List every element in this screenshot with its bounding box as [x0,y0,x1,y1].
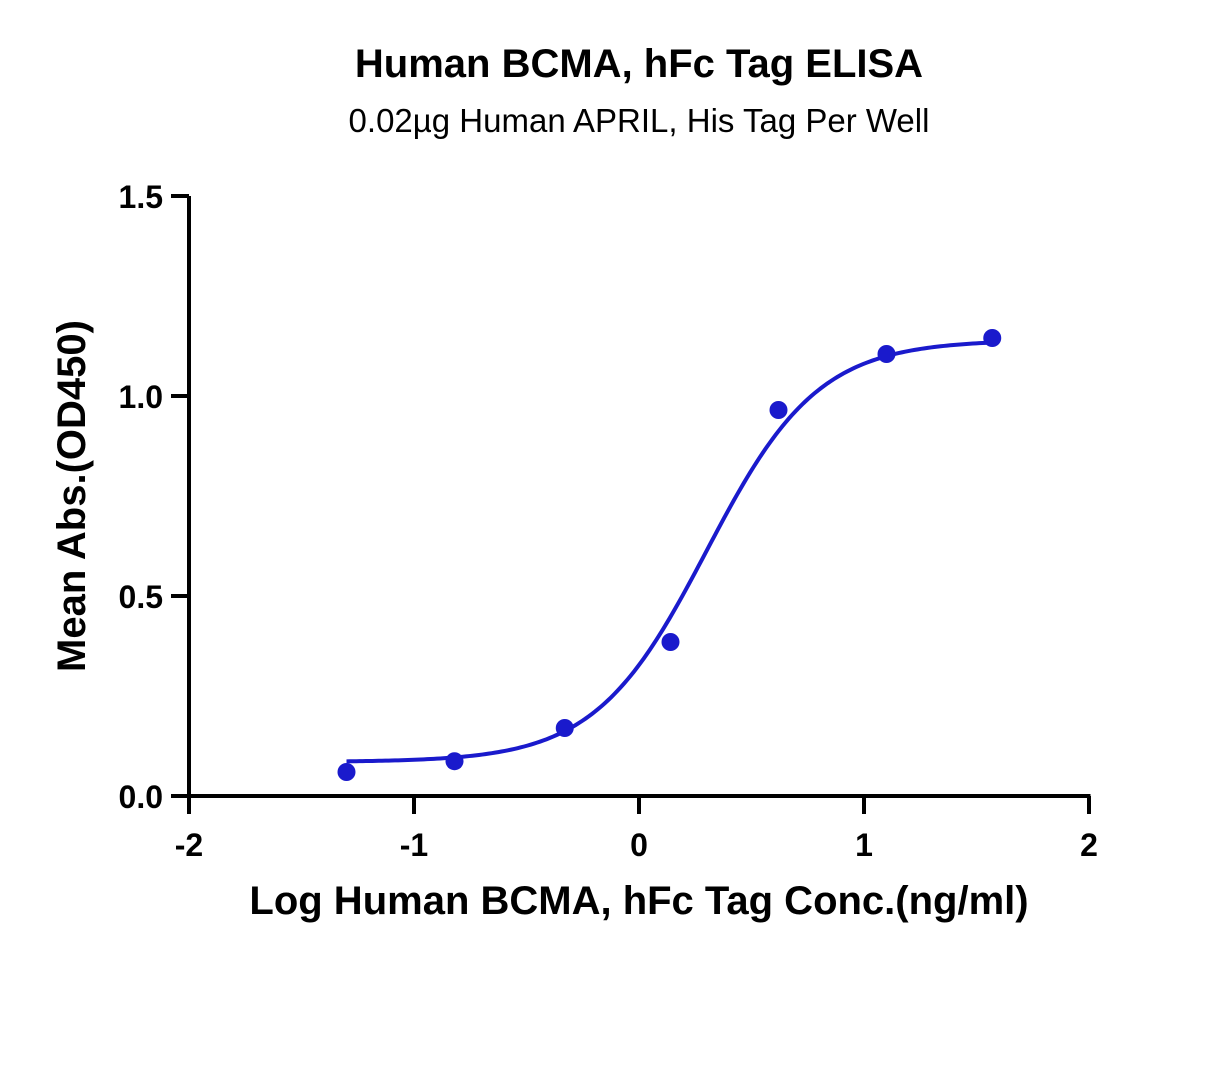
x-tick-label: 0 [630,827,648,863]
y-tick-label: 0.5 [119,579,163,615]
x-axis-title: Log Human BCMA, hFc Tag Conc.(ng/ml) [249,879,1028,923]
fit-curve [346,340,993,764]
y-tick-label: 1.0 [119,379,163,415]
x-tick-label: -1 [400,827,428,863]
data-point [337,763,356,781]
data-point [445,752,464,771]
y-tick-label: 1.5 [119,179,163,215]
x-tick-label: -2 [175,827,203,863]
data-point [661,633,680,651]
fit-curve-layer [346,340,993,764]
y-axis-ticks: 0.0 0.5 1.0 1.5 [119,179,189,815]
data-point [769,401,788,419]
data-points-layer [337,329,1002,781]
chart-axes [187,196,1091,798]
chart-title: Human BCMA, hFc Tag ELISA [354,42,924,86]
x-tick-label: 2 [1080,827,1098,863]
data-point [983,329,1002,347]
y-tick-label: 0.0 [119,779,163,815]
y-axis-title: Mean Abs.(OD450) [50,320,94,672]
data-point [555,719,574,737]
x-axis-ticks: -2 -1 0 1 2 [175,796,1098,863]
chart-subtitle: 0.02µg Human APRIL, His Tag Per Well [348,102,930,139]
x-tick-label: 1 [855,827,873,863]
data-point [877,345,896,363]
